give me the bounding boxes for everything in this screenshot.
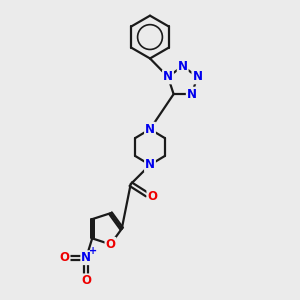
Text: N: N xyxy=(163,70,173,83)
Text: O: O xyxy=(81,274,91,287)
Text: O: O xyxy=(59,251,70,264)
Text: N: N xyxy=(81,251,91,264)
Text: N: N xyxy=(192,70,203,83)
Text: +: + xyxy=(89,246,97,256)
Text: N: N xyxy=(178,60,188,73)
Text: O: O xyxy=(147,190,158,202)
Text: N: N xyxy=(145,123,155,136)
Text: N: N xyxy=(187,88,197,100)
Text: N: N xyxy=(145,158,155,171)
Text: O: O xyxy=(106,238,116,251)
